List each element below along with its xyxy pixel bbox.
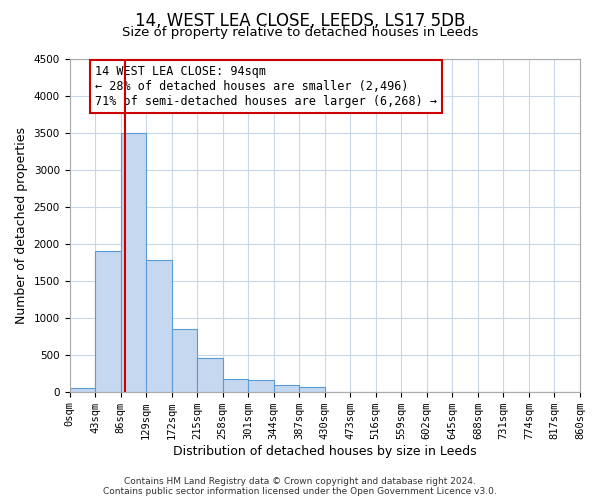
Text: 14, WEST LEA CLOSE, LEEDS, LS17 5DB: 14, WEST LEA CLOSE, LEEDS, LS17 5DB: [135, 12, 465, 30]
Text: 14 WEST LEA CLOSE: 94sqm
← 28% of detached houses are smaller (2,496)
71% of sem: 14 WEST LEA CLOSE: 94sqm ← 28% of detach…: [95, 65, 437, 108]
Bar: [223, 379, 248, 392]
Bar: [146, 260, 172, 392]
Bar: [248, 380, 274, 392]
Y-axis label: Number of detached properties: Number of detached properties: [15, 127, 28, 324]
Bar: [299, 388, 325, 392]
Bar: [121, 133, 146, 392]
Bar: [274, 384, 299, 392]
Bar: [70, 388, 95, 392]
Bar: [172, 329, 197, 392]
Bar: [95, 251, 121, 392]
Bar: [197, 358, 223, 392]
X-axis label: Distribution of detached houses by size in Leeds: Distribution of detached houses by size …: [173, 444, 476, 458]
Text: Size of property relative to detached houses in Leeds: Size of property relative to detached ho…: [122, 26, 478, 39]
Text: Contains HM Land Registry data © Crown copyright and database right 2024.
Contai: Contains HM Land Registry data © Crown c…: [103, 476, 497, 496]
